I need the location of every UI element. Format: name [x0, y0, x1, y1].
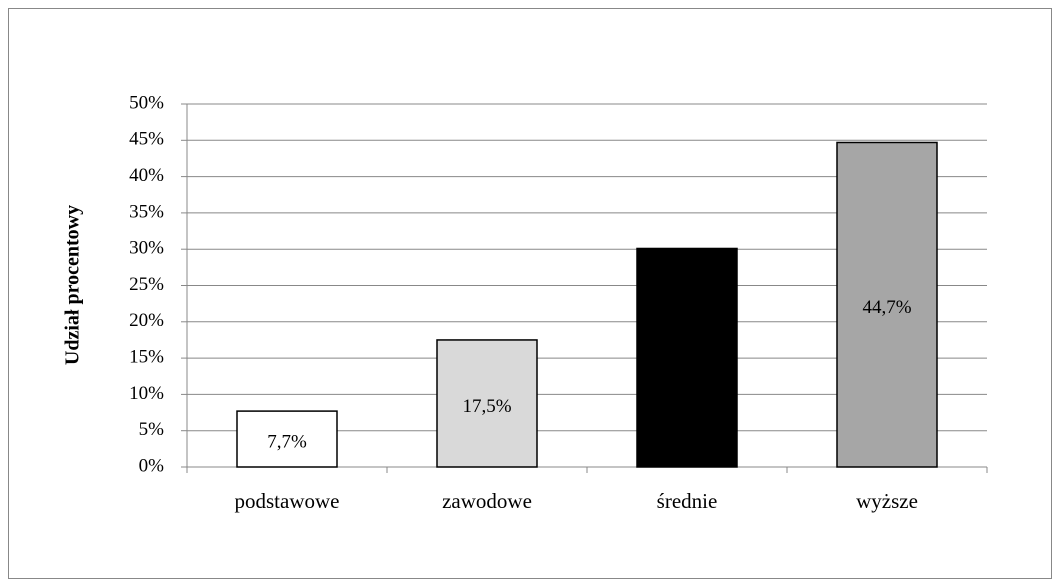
bar — [436, 339, 538, 468]
x-tick-label: podstawowe — [235, 489, 340, 513]
y-tick-label: 45% — [129, 129, 164, 150]
value-label: 7,7% — [267, 431, 307, 452]
value-label: 17,5% — [462, 396, 511, 417]
y-tick-label: 0% — [139, 455, 165, 476]
y-tick-label: 30% — [129, 238, 164, 259]
bar — [236, 410, 338, 468]
x-tick-label: wyższe — [856, 489, 918, 513]
x-tick-label: zawodowe — [442, 489, 532, 513]
y-tick-label: 10% — [129, 383, 164, 404]
bar — [836, 141, 938, 468]
y-tick-label: 5% — [139, 419, 165, 440]
x-tick-label: średnie — [657, 489, 718, 513]
y-tick-label: 35% — [129, 201, 164, 222]
value-label: 44,7% — [862, 297, 911, 318]
y-axis-title: Udział procentowy — [62, 205, 84, 365]
y-tick-label: 40% — [129, 165, 164, 186]
y-tick-label: 50% — [129, 92, 164, 113]
y-tick-label: 20% — [129, 310, 164, 331]
y-tick-label: 25% — [129, 274, 164, 295]
bar — [636, 247, 738, 468]
y-tick-label: 15% — [129, 346, 164, 367]
